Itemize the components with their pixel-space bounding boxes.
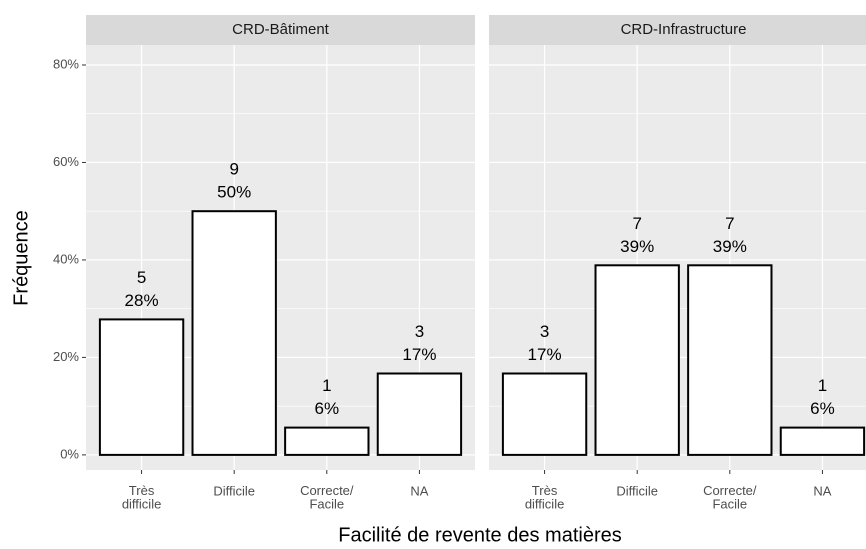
value-label: 6% xyxy=(810,399,835,418)
count-label: 1 xyxy=(322,376,331,395)
x-tick-label: Correcte/Facile xyxy=(703,483,757,512)
count-label: 3 xyxy=(415,322,424,341)
bar xyxy=(376,372,463,456)
count-label: 9 xyxy=(229,160,238,179)
y-tick-label: 0% xyxy=(60,446,79,461)
x-tick-label: NA xyxy=(410,483,428,498)
bar xyxy=(284,426,370,456)
y-axis-title: Fréquence xyxy=(10,210,32,306)
strip xyxy=(86,15,475,45)
x-tick-label: Très difficile xyxy=(525,483,565,512)
x-tick-label: NA xyxy=(813,483,831,498)
x-tick-label: Difficile xyxy=(616,483,658,498)
count-label: 7 xyxy=(725,214,734,233)
value-label: 17% xyxy=(528,345,562,364)
x-tick-label: Très difficile xyxy=(122,483,162,512)
y-tick-label: 20% xyxy=(53,349,79,364)
x-axis-title: Facilité de revente des matières xyxy=(338,524,621,546)
bar xyxy=(594,264,680,456)
value-label: 28% xyxy=(125,291,159,310)
value-label: 17% xyxy=(402,345,436,364)
x-tick-label: Difficile xyxy=(213,483,255,498)
y-tick-label: 40% xyxy=(53,251,79,266)
bar xyxy=(501,372,588,456)
y-tick-label: 80% xyxy=(53,56,79,71)
bar xyxy=(687,264,773,456)
bar xyxy=(191,210,277,456)
count-label: 5 xyxy=(137,268,146,287)
strip-title: CRD-Bâtiment xyxy=(232,21,330,38)
strip-title: CRD-Infrastructure xyxy=(621,21,747,38)
x-tick-label: Correcte/Facile xyxy=(300,483,354,512)
y-tick-label: 60% xyxy=(53,154,79,169)
strip xyxy=(489,15,866,45)
value-label: 39% xyxy=(713,237,747,256)
bar xyxy=(779,426,866,456)
count-label: 1 xyxy=(818,376,827,395)
value-label: 6% xyxy=(315,399,340,418)
value-label: 50% xyxy=(217,183,251,202)
count-label: 7 xyxy=(632,214,641,233)
value-label: 39% xyxy=(620,237,654,256)
bar xyxy=(98,318,185,456)
count-label: 3 xyxy=(540,322,549,341)
